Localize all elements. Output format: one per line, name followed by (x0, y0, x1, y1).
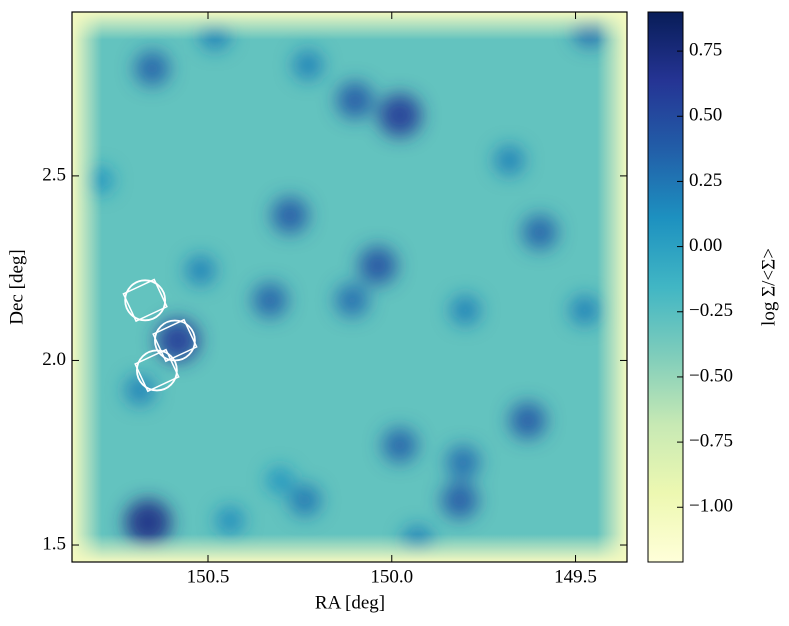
density-peak (335, 283, 369, 318)
colorbar-tick-label: 0.75 (689, 39, 722, 60)
colorbar-label: log Σ/<Σ> (758, 248, 779, 326)
x-tick-label: 149.5 (554, 566, 597, 587)
y-axis-label: Dec [deg] (6, 249, 27, 324)
density-peak (522, 214, 558, 250)
density-peak (252, 282, 288, 318)
density-peak (358, 246, 398, 285)
x-tick-label: 150.0 (370, 566, 413, 587)
density-peak (336, 81, 374, 119)
region-circle (124, 279, 167, 322)
colorbar-tick-label: 0.50 (689, 105, 722, 126)
colorbar-tick-label: −0.75 (689, 430, 733, 451)
density-peak (292, 49, 324, 81)
x-axis-label: RA [deg] (315, 592, 385, 613)
y-tick-label: 2.5 (42, 164, 66, 185)
density-peak (124, 375, 156, 406)
density-peak (378, 93, 422, 137)
colorbar (647, 11, 684, 563)
colorbar-tick-label: −0.50 (689, 365, 733, 386)
density-peak (509, 402, 547, 440)
region-box (122, 278, 168, 323)
density-peak (441, 481, 479, 519)
plot-frame (71, 11, 628, 563)
density-peak (382, 427, 418, 463)
y-tick-label: 1.5 (42, 533, 66, 554)
region-box (152, 318, 198, 363)
colorbar-tick-label: 0.00 (689, 235, 722, 256)
x-tick-label: 150.5 (187, 566, 230, 587)
density-peak (271, 196, 309, 234)
density-peak (569, 295, 600, 326)
region-circle (136, 349, 178, 392)
region-box (134, 348, 180, 393)
colorbar-tick-label: −0.25 (689, 300, 733, 321)
colorbar-tick-label: −1.00 (689, 496, 733, 517)
density-peak (446, 445, 480, 480)
density-peak (134, 50, 170, 87)
density-peak (266, 466, 294, 495)
colorbar-tick-label: 0.25 (689, 170, 722, 191)
density-peak (185, 255, 216, 286)
density-peak (450, 295, 481, 326)
density-peak (215, 506, 245, 536)
density-peak (494, 145, 525, 176)
density-peak (289, 484, 322, 517)
overlay (122, 278, 198, 393)
edge-fade (72, 12, 627, 562)
y-tick-label: 2.0 (42, 349, 66, 370)
density-map (72, 12, 627, 562)
